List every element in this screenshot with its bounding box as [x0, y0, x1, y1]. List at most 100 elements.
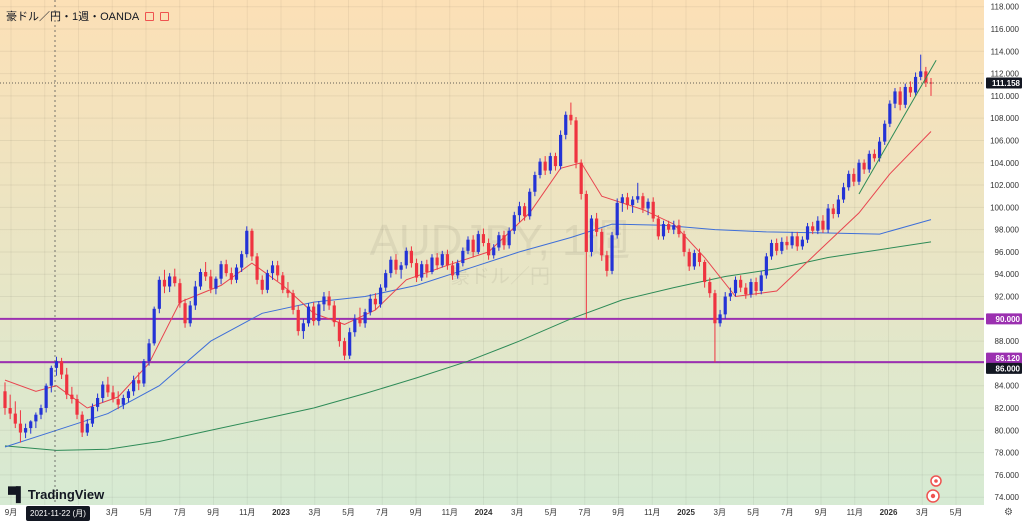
- candle[interactable]: [841, 182, 846, 203]
- candle[interactable]: [677, 219, 681, 238]
- candle[interactable]: [286, 282, 290, 298]
- candle[interactable]: [121, 394, 125, 410]
- candle[interactable]: [111, 385, 115, 403]
- candle[interactable]: [605, 250, 609, 277]
- candle[interactable]: [18, 410, 23, 443]
- candle[interactable]: [543, 156, 547, 176]
- price-tag[interactable]: 86.120: [986, 352, 1022, 364]
- candle[interactable]: [101, 381, 105, 403]
- candle[interactable]: [687, 248, 691, 271]
- candle[interactable]: [831, 204, 835, 219]
- candle[interactable]: [492, 244, 496, 259]
- indicator-toggle-icon[interactable]: [145, 11, 155, 21]
- candle[interactable]: [847, 170, 851, 191]
- candle[interactable]: [337, 318, 341, 347]
- candle[interactable]: [137, 372, 141, 391]
- candle[interactable]: [893, 88, 897, 109]
- candle[interactable]: [713, 289, 717, 363]
- candle[interactable]: [260, 275, 264, 295]
- candle[interactable]: [744, 283, 748, 299]
- candle[interactable]: [862, 159, 866, 174]
- candle[interactable]: [625, 192, 630, 210]
- candle[interactable]: [157, 276, 161, 314]
- candle[interactable]: [399, 261, 403, 279]
- price-tag[interactable]: 86.000: [986, 362, 1022, 374]
- candle[interactable]: [384, 269, 388, 291]
- candle[interactable]: [538, 158, 542, 179]
- candle[interactable]: [852, 168, 856, 187]
- candle[interactable]: [929, 78, 933, 96]
- candle[interactable]: [425, 259, 429, 278]
- candle[interactable]: [512, 211, 516, 235]
- candle[interactable]: [54, 356, 59, 376]
- candle[interactable]: [548, 152, 552, 174]
- candle[interactable]: [435, 253, 439, 270]
- candle[interactable]: [507, 227, 511, 249]
- candle[interactable]: [183, 298, 187, 328]
- candle[interactable]: [821, 215, 825, 233]
- candle[interactable]: [579, 159, 583, 200]
- candle[interactable]: [826, 204, 830, 233]
- candle[interactable]: [800, 236, 804, 250]
- candle[interactable]: [291, 289, 295, 315]
- candle[interactable]: [924, 66, 928, 87]
- price-axis[interactable]: 74.000 76.000 78.000 80.000 82.000 84.000 86.0…: [986, 3, 1022, 503]
- candle[interactable]: [564, 111, 568, 140]
- candle[interactable]: [126, 389, 131, 403]
- candle[interactable]: [430, 254, 434, 275]
- candle[interactable]: [816, 216, 820, 235]
- candle[interactable]: [404, 247, 408, 269]
- candle[interactable]: [301, 318, 305, 339]
- candle[interactable]: [348, 327, 352, 359]
- candle[interactable]: [147, 338, 151, 366]
- candle[interactable]: [353, 314, 357, 337]
- candle[interactable]: [857, 159, 861, 186]
- candle[interactable]: [39, 404, 43, 420]
- candle[interactable]: [651, 197, 655, 222]
- candle[interactable]: [456, 259, 460, 279]
- candle[interactable]: [162, 269, 167, 294]
- alert-markers[interactable]: [926, 475, 942, 503]
- candle[interactable]: [620, 193, 624, 212]
- candle[interactable]: [198, 268, 203, 290]
- candle[interactable]: [908, 81, 913, 97]
- candle[interactable]: [229, 267, 233, 285]
- candle[interactable]: [697, 248, 702, 267]
- candle[interactable]: [23, 423, 28, 439]
- indicator-toggle-icon[interactable]: [160, 11, 170, 21]
- candle[interactable]: [739, 275, 743, 293]
- candle[interactable]: [759, 270, 763, 295]
- candle[interactable]: [795, 231, 799, 251]
- candle[interactable]: [445, 249, 450, 270]
- trendline[interactable]: [858, 59, 937, 195]
- candle[interactable]: [775, 238, 779, 256]
- trendline-line[interactable]: [858, 59, 937, 195]
- candle[interactable]: [785, 236, 789, 250]
- candle[interactable]: [368, 294, 372, 316]
- candle[interactable]: [13, 401, 17, 429]
- candle[interactable]: [168, 273, 172, 293]
- candle[interactable]: [913, 72, 918, 96]
- candle[interactable]: [872, 149, 877, 162]
- candle[interactable]: [193, 280, 197, 310]
- candle[interactable]: [85, 419, 89, 436]
- candle[interactable]: [898, 86, 902, 111]
- candle[interactable]: [420, 260, 424, 281]
- candle[interactable]: [173, 268, 177, 287]
- candle[interactable]: [867, 150, 871, 173]
- time-axis[interactable]: 9月11月20223月5月7月9月11月20233月5月7月9月11月20243…: [5, 508, 962, 517]
- candle[interactable]: [672, 220, 676, 235]
- candle[interactable]: [476, 230, 480, 255]
- candle[interactable]: [661, 220, 666, 240]
- candle[interactable]: [615, 198, 619, 239]
- candle[interactable]: [312, 302, 316, 326]
- candle[interactable]: [553, 152, 558, 171]
- candle[interactable]: [389, 256, 393, 278]
- symbol-title[interactable]: 豪ドル／円・1週・OANDA: [6, 11, 140, 23]
- candle[interactable]: [569, 102, 573, 125]
- candle[interactable]: [240, 250, 244, 273]
- horizontal-levels[interactable]: [0, 317, 984, 364]
- candle[interactable]: [322, 292, 326, 312]
